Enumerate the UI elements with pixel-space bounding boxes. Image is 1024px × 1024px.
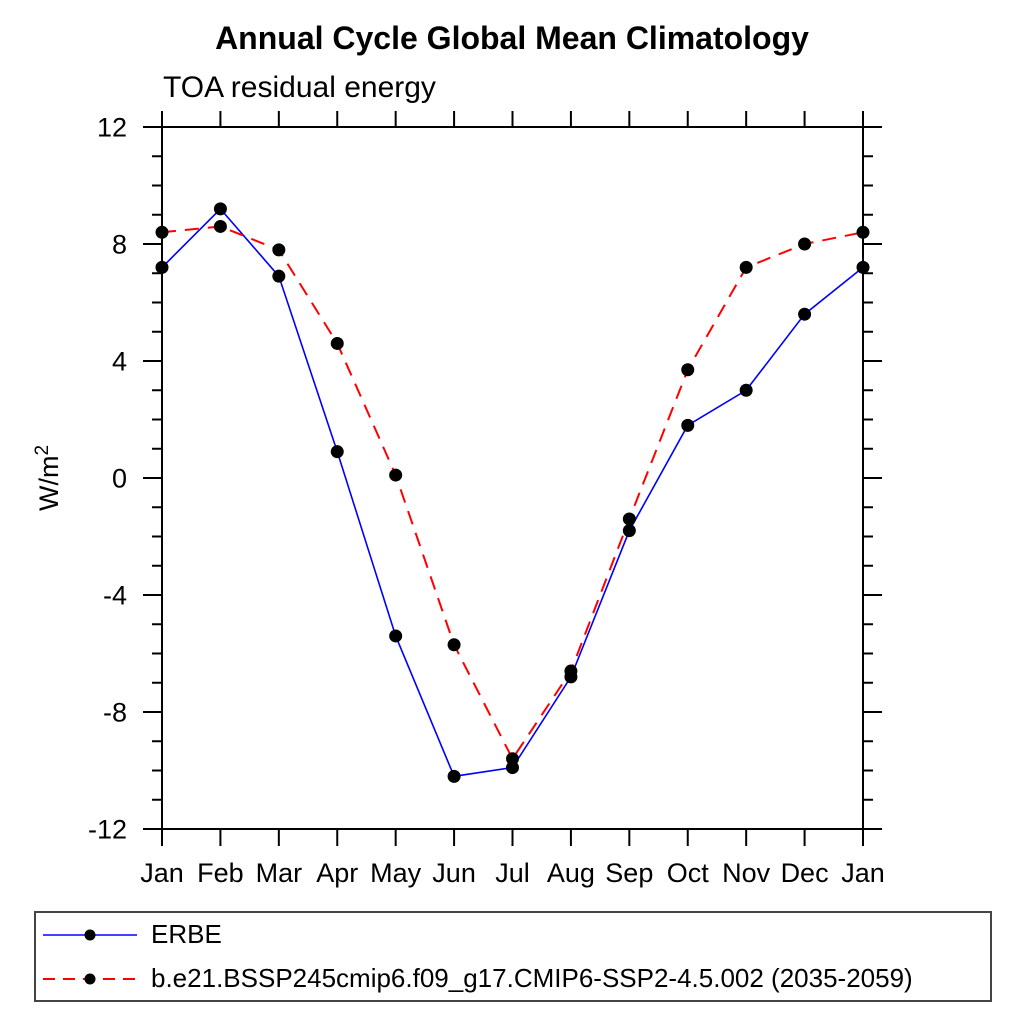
x-tick-label: Jul <box>495 858 530 888</box>
erbe-data-point <box>213 202 227 216</box>
legend-label-erbe: ERBE <box>151 919 222 949</box>
legend-item-model: b.e21.BSSP245cmip6.f09_g17.CMIP6-SSP2-4.… <box>36 959 990 999</box>
x-tick-label: Aug <box>547 858 595 888</box>
x-tick-label: Dec <box>781 858 829 888</box>
model-data-point <box>389 468 403 482</box>
model-data-point <box>213 219 227 233</box>
x-tick-label: Apr <box>316 858 358 888</box>
erbe-data-point <box>272 269 286 283</box>
x-tick-label: Sep <box>605 858 653 888</box>
chart-subtitle: TOA residual energy <box>163 71 436 104</box>
x-tick-label: Jan <box>841 858 885 888</box>
legend-label-model: b.e21.BSSP245cmip6.f09_g17.CMIP6-SSP2-4.… <box>151 963 913 993</box>
model-data-point <box>856 225 870 239</box>
erbe-data-point <box>739 383 753 397</box>
model-data-point <box>330 336 344 350</box>
y-tick-label: 0 <box>112 464 127 494</box>
legend-line-sample-model <box>43 973 137 984</box>
x-tick-label: Jan <box>140 858 184 888</box>
erbe-data-point <box>681 418 695 432</box>
x-tick-label: Nov <box>722 858 771 888</box>
erbe-data-point <box>798 307 812 321</box>
erbe-data-point <box>447 769 461 783</box>
model-data-point <box>272 243 286 257</box>
y-tick-label: 8 <box>112 230 127 260</box>
y-tick-label: -12 <box>88 815 127 845</box>
model-data-point <box>155 225 169 239</box>
model-data-point <box>447 638 461 652</box>
legend-marker-dot-icon <box>84 929 96 940</box>
model-data-point <box>681 363 695 377</box>
erbe-data-point <box>330 445 344 459</box>
legend-line-sample-erbe <box>43 929 137 940</box>
model-data-point <box>798 237 812 251</box>
model-data-point <box>622 512 636 526</box>
y-tick-label: 4 <box>112 347 127 377</box>
x-tick-label: May <box>370 858 422 888</box>
erbe-series-line <box>161 207 864 778</box>
model-data-point <box>739 260 753 274</box>
erbe-data-point <box>155 260 169 274</box>
x-tick-label: Jun <box>432 858 476 888</box>
y-tick-label: 12 <box>97 113 127 143</box>
legend-item-erbe: ERBE <box>36 915 990 955</box>
legend: ERBE b.e21.BSSP245cmip6.f09_g17.CMIP6-SS… <box>34 911 992 1002</box>
y-tick-label: -8 <box>103 698 127 728</box>
x-tick-label: Feb <box>197 858 244 888</box>
y-tick-label: -4 <box>103 581 127 611</box>
erbe-data-point <box>856 260 870 274</box>
model-series-line <box>161 225 864 761</box>
y-axis-label: W/m2 <box>32 445 64 511</box>
x-tick-label: Oct <box>667 858 710 888</box>
chart-title: Annual Cycle Global Mean Climatology <box>215 20 809 56</box>
model-data-point <box>564 664 578 678</box>
model-data-point <box>506 752 519 766</box>
erbe-data-point <box>389 629 403 643</box>
legend-marker-dot-icon <box>84 973 96 984</box>
plot-frame <box>161 126 864 830</box>
erbe-data-point <box>622 524 636 538</box>
x-tick-label: Mar <box>256 858 303 888</box>
